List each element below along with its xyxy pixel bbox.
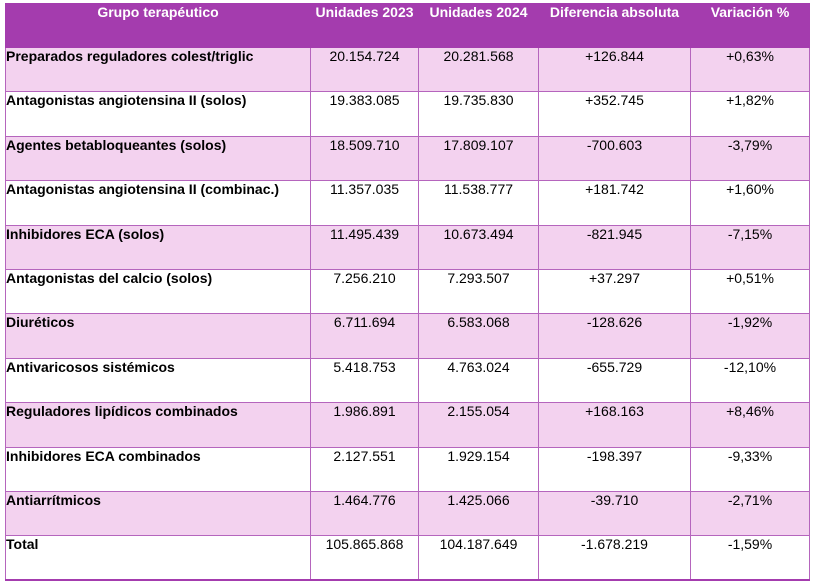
cell-u2024: 6.583.068 [418, 313, 539, 359]
cell-diff: -655.729 [538, 357, 691, 404]
cell-diff: +181.742 [538, 180, 691, 226]
cell-u2024: 1.425.066 [418, 490, 539, 537]
cell-grupo: Antivaricosos sistémicos [5, 357, 311, 404]
total-row: Total 105.865.868 104.187.649 -1.678.219… [5, 535, 810, 582]
cell-diff: -39.710 [538, 490, 691, 537]
cell-u2023: 11.495.439 [310, 224, 419, 270]
cell-var: -2,71% [690, 490, 810, 537]
cell-u2024: 10.673.494 [418, 224, 539, 270]
table-row: Agentes betabloqueantes (solos) 18.509.7… [5, 135, 810, 182]
cell-grupo: Agentes betabloqueantes (solos) [5, 135, 311, 182]
table-body: Preparados reguladores colest/triglic 20… [5, 46, 810, 582]
cell-u2023: 20.154.724 [310, 46, 419, 93]
cell-u2024: 19.735.830 [418, 91, 539, 137]
cell-var: +1,60% [690, 180, 810, 226]
cell-diff: -128.626 [538, 313, 691, 359]
table-row: Antiarrítmicos 1.464.776 1.425.066 -39.7… [5, 490, 810, 537]
cell-u2023: 18.509.710 [310, 135, 419, 182]
cell-u2024: 17.809.107 [418, 135, 539, 182]
header-unidades-2023: Unidades 2023 [310, 3, 419, 48]
cell-var: -3,79% [690, 135, 810, 182]
cell-grupo: Reguladores lipídicos combinados [5, 402, 311, 448]
cell-u2023: 5.418.753 [310, 357, 419, 404]
cell-u2024: 20.281.568 [418, 46, 539, 93]
cell-var-total: -1,59% [690, 535, 810, 582]
cell-u2023: 1.986.891 [310, 402, 419, 448]
cell-var: +0,51% [690, 268, 810, 315]
cell-diff: +168.163 [538, 402, 691, 448]
cell-u2023: 11.357.035 [310, 180, 419, 226]
table-row: Antagonistas angiotensina II (solos) 19.… [5, 91, 810, 137]
header-variacion: Variación % [690, 3, 810, 48]
cell-grupo: Antiarrítmicos [5, 490, 311, 537]
cell-u2024: 2.155.054 [418, 402, 539, 448]
cell-diff: -198.397 [538, 446, 691, 492]
cell-diff: +352.745 [538, 91, 691, 137]
table-header: Grupo terapéutico Unidades 2023 Unidades… [5, 3, 810, 48]
table-row: Antagonistas angiotensina II (combinac.)… [5, 180, 810, 226]
cell-u2024-total: 104.187.649 [418, 535, 539, 582]
cell-grupo: Inhibidores ECA (solos) [5, 224, 311, 270]
cell-u2023: 19.383.085 [310, 91, 419, 137]
cell-u2023-total: 105.865.868 [310, 535, 419, 582]
cell-diff: -821.945 [538, 224, 691, 270]
cell-diff: +126.844 [538, 46, 691, 93]
cell-grupo: Antagonistas angiotensina II (solos) [5, 91, 311, 137]
cell-var: +8,46% [690, 402, 810, 448]
table-row: Inhibidores ECA (solos) 11.495.439 10.67… [5, 224, 810, 270]
header-unidades-2024: Unidades 2024 [418, 3, 539, 48]
cell-u2024: 7.293.507 [418, 268, 539, 315]
cell-diff: -700.603 [538, 135, 691, 182]
cell-grupo: Antagonistas del calcio (solos) [5, 268, 311, 315]
table-row: Reguladores lipídicos combinados 1.986.8… [5, 402, 810, 448]
header-grupo: Grupo terapéutico [5, 3, 311, 48]
cell-var: -9,33% [690, 446, 810, 492]
cell-u2024: 4.763.024 [418, 357, 539, 404]
cell-var: +1,82% [690, 91, 810, 137]
cell-var: -1,92% [690, 313, 810, 359]
cell-grupo: Preparados reguladores colest/triglic [5, 46, 311, 93]
table-row: Preparados reguladores colest/triglic 20… [5, 46, 810, 93]
table-row: Antivaricosos sistémicos 5.418.753 4.763… [5, 357, 810, 404]
cell-u2024: 11.538.777 [418, 180, 539, 226]
cell-grupo-total: Total [5, 535, 311, 582]
cell-var: -7,15% [690, 224, 810, 270]
cell-var: +0,63% [690, 46, 810, 93]
header-row: Grupo terapéutico Unidades 2023 Unidades… [5, 3, 810, 48]
cell-diff: +37.297 [538, 268, 691, 315]
cell-u2024: 1.929.154 [418, 446, 539, 492]
cell-diff-total: -1.678.219 [538, 535, 691, 582]
header-diferencia: Diferencia absoluta [538, 3, 691, 48]
cell-var: -12,10% [690, 357, 810, 404]
cell-u2023: 6.711.694 [310, 313, 419, 359]
cell-u2023: 7.256.210 [310, 268, 419, 315]
cell-u2023: 2.127.551 [310, 446, 419, 492]
cell-grupo: Diuréticos [5, 313, 311, 359]
cell-grupo: Inhibidores ECA combinados [5, 446, 311, 492]
table-row: Antagonistas del calcio (solos) 7.256.21… [5, 268, 810, 315]
therapeutic-groups-table: Grupo terapéutico Unidades 2023 Unidades… [5, 3, 810, 582]
cell-u2023: 1.464.776 [310, 490, 419, 537]
table-row: Inhibidores ECA combinados 2.127.551 1.9… [5, 446, 810, 492]
cell-grupo: Antagonistas angiotensina II (combinac.) [5, 180, 311, 226]
table-row: Diuréticos 6.711.694 6.583.068 -128.626 … [5, 313, 810, 359]
